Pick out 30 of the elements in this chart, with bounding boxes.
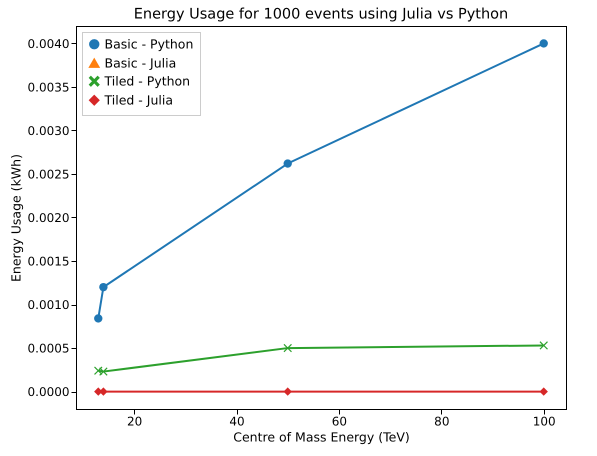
x-axis-title: Centre of Mass Energy (TeV) — [233, 430, 410, 444]
y-tick-label: 0.0040 — [28, 36, 70, 51]
x-tick-label: 20 — [126, 414, 142, 428]
chart-title: Energy Usage for 1000 events using Julia vs Python — [134, 6, 508, 22]
y-tick-label: 0.0025 — [28, 167, 70, 182]
point — [284, 344, 292, 352]
point — [94, 314, 102, 323]
point — [99, 282, 108, 292]
legend-label: Basic - Julia — [104, 55, 176, 70]
x-tick-label: 60 — [332, 414, 348, 428]
point — [540, 387, 548, 396]
point — [540, 39, 548, 48]
y-tick-label: 0.0000 — [28, 385, 70, 400]
y-tick-label: 0.0015 — [28, 254, 70, 269]
point — [99, 367, 108, 376]
y-tick-label: 0.0005 — [28, 342, 70, 356]
x-tick-label: 40 — [229, 414, 245, 428]
y-tick-label: 0.0010 — [28, 298, 70, 312]
legend-label: Tiled - Julia — [104, 92, 173, 108]
y-axis-title: Energy Usage (kWh) — [8, 154, 24, 282]
legend-label: Basic - Python — [104, 36, 194, 52]
point — [284, 159, 292, 168]
x-tick-label: 100 — [532, 414, 556, 428]
point — [284, 387, 292, 396]
x-tick-label: 80 — [434, 414, 450, 428]
point — [540, 341, 548, 350]
y-tick-label: 0.0035 — [28, 80, 70, 94]
y-tick-label: 0.0020 — [28, 211, 70, 225]
y-tick-label: 0.0030 — [28, 124, 70, 138]
legend-label: Tiled - Python — [104, 73, 190, 88]
